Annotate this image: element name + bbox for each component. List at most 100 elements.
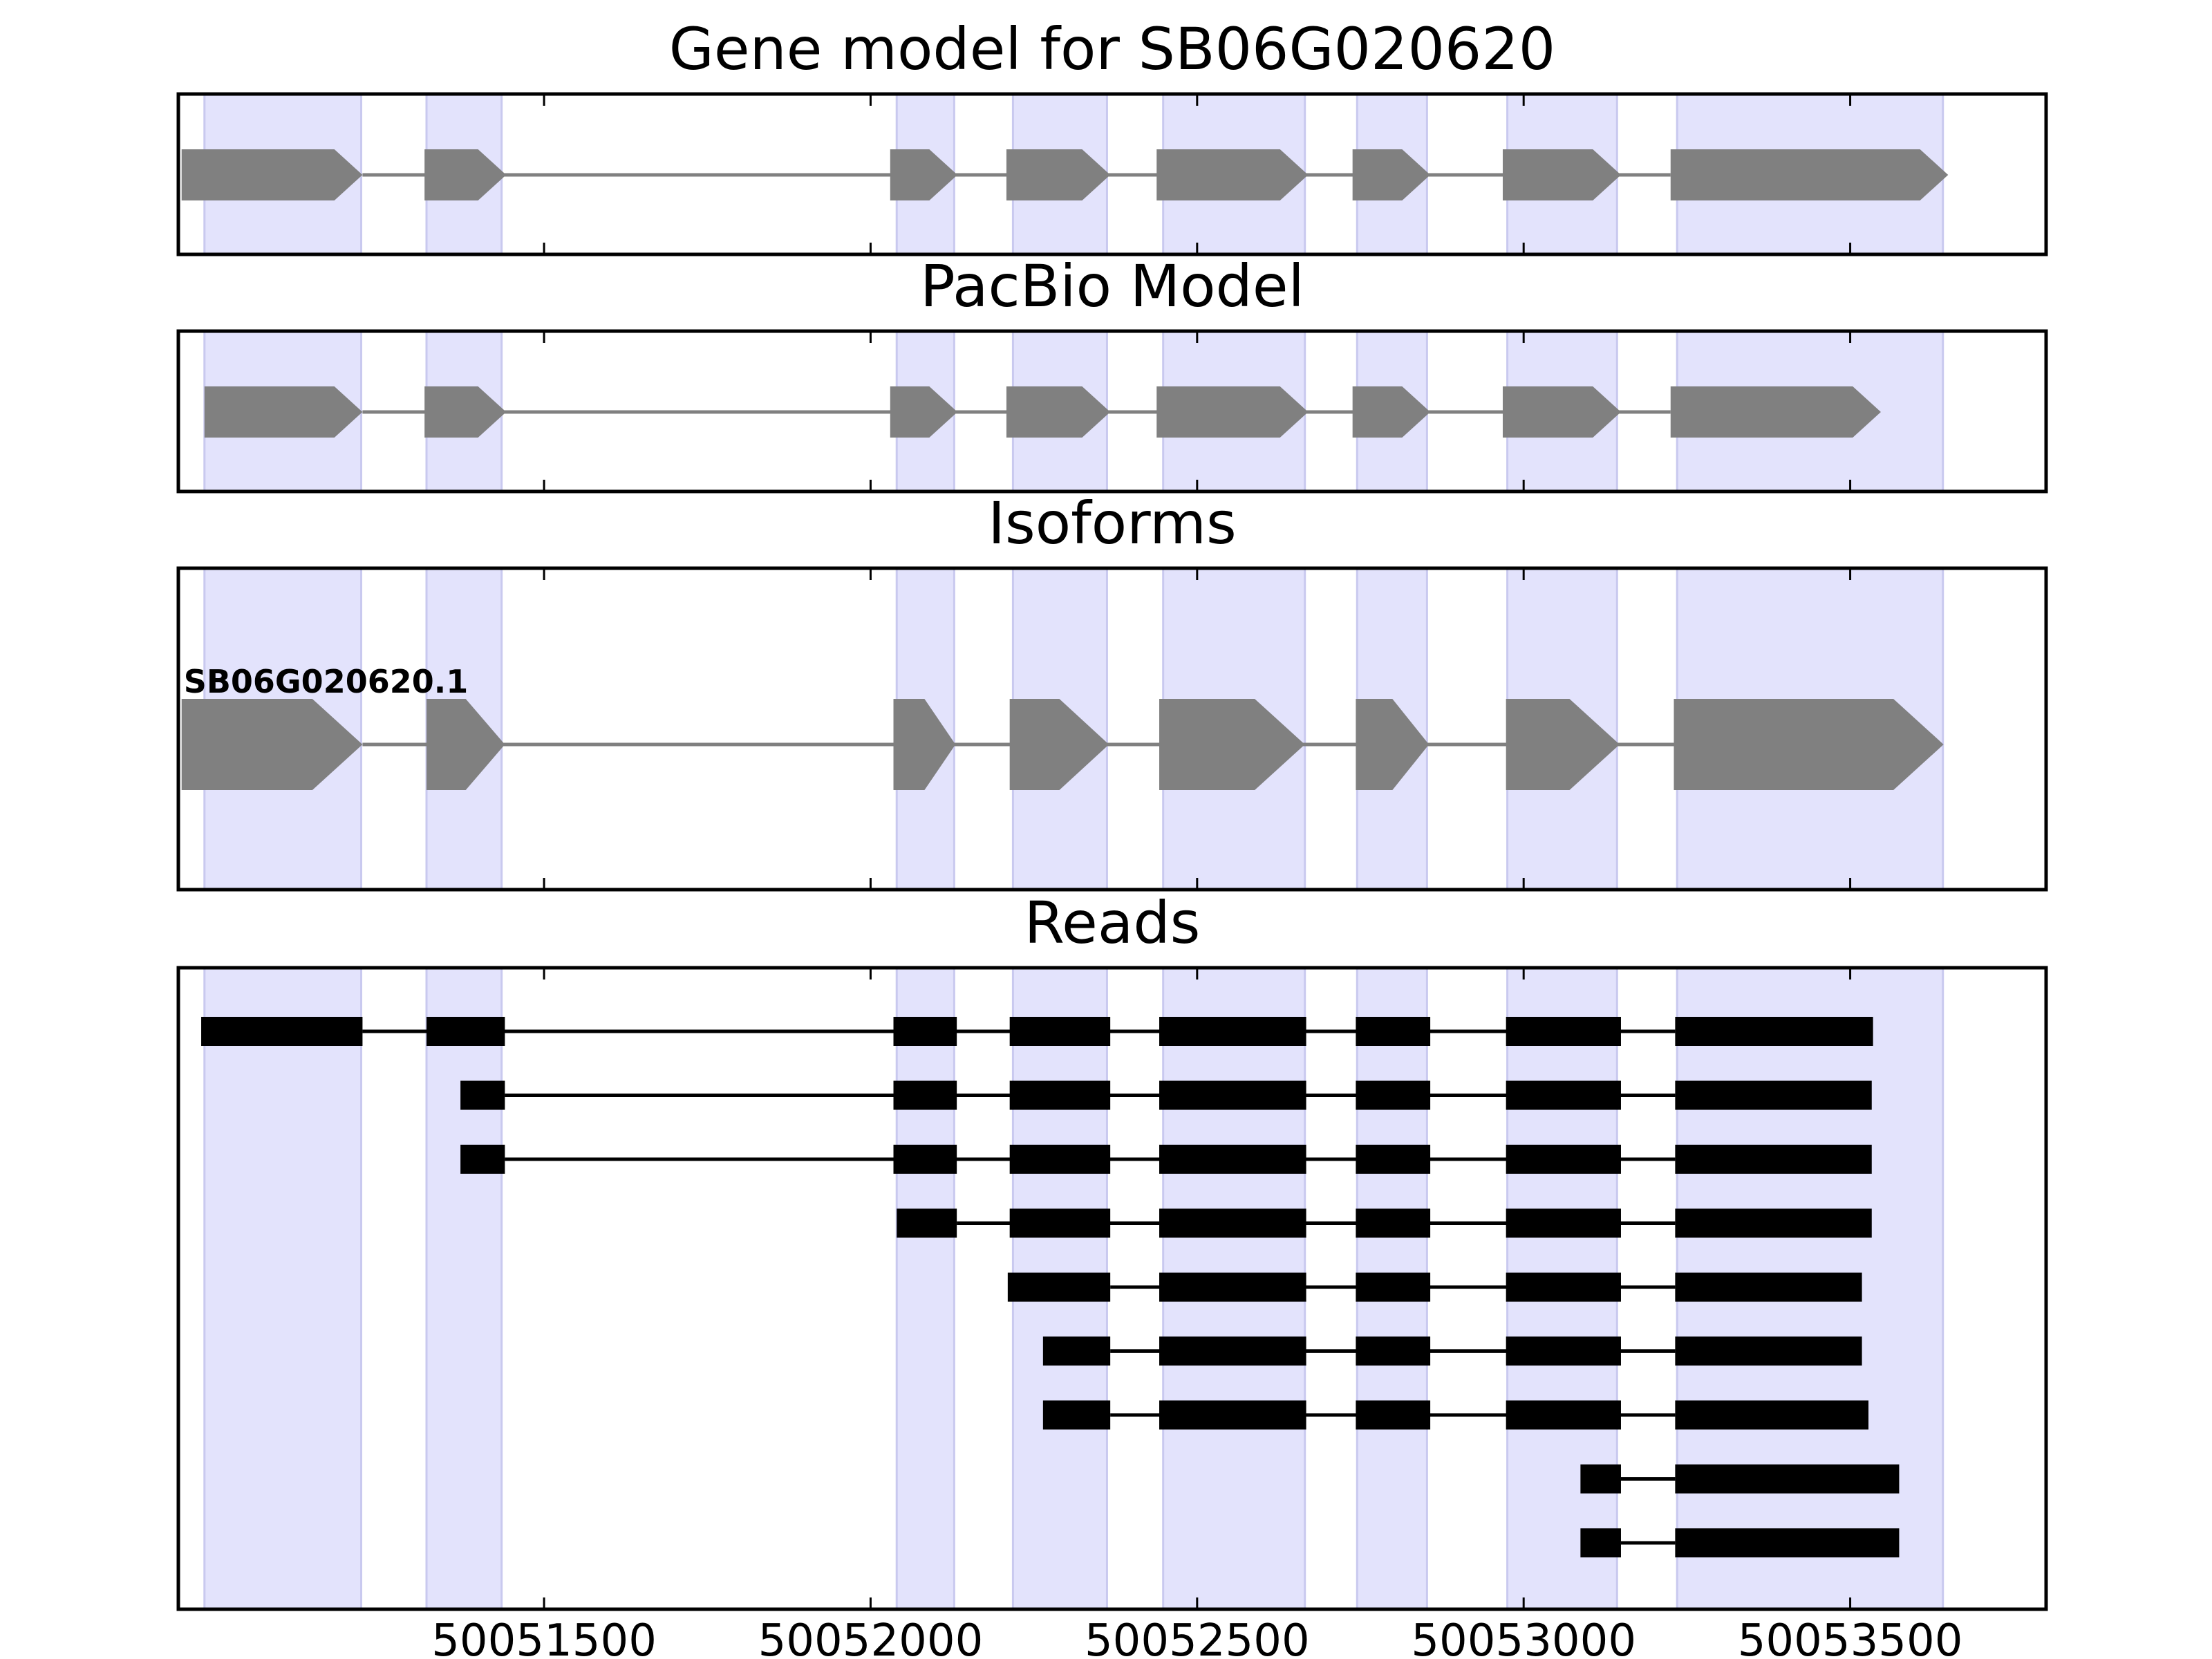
read-block [1356,1208,1431,1238]
exon-arrow [1670,386,1881,438]
read-block [1506,1273,1621,1302]
exon-arrow [424,386,507,438]
read-block [1159,1145,1306,1174]
read-8 [1580,1464,1900,1494]
read-block [1159,1208,1306,1238]
read-block [1007,1273,1111,1302]
read-4 [897,1208,1872,1238]
read-block [1356,1017,1431,1046]
panel-3: Isoforms SB06G020620.1 [176,489,2048,892]
panel-1: Gene model for SB06G020620 [176,15,2048,256]
exon-arrow [890,149,958,200]
read-1 [201,1017,1873,1046]
x-tick-label: 50051500 [431,1615,657,1659]
read-block [1675,1080,1872,1110]
read-block [1159,1080,1306,1110]
panel-title: Gene model for SB06G020620 [669,15,1555,83]
read-block [893,1145,957,1174]
exon-arrow [1006,149,1111,200]
read-block [1009,1017,1111,1046]
exon-arrow [424,149,507,200]
read-block [1159,1017,1306,1046]
read-block [1356,1145,1431,1174]
exon-arrow [204,386,363,438]
read-block [1675,1400,1869,1430]
read-block [460,1080,505,1110]
exon-arrow [1506,699,1620,790]
exon-arrow [1352,149,1431,200]
panels-layer: Gene model for SB06G020620 PacBio Model Is… [176,15,2048,1659]
read-block [1042,1336,1111,1366]
read-block [1675,1208,1872,1238]
exon-arrow [1502,386,1621,438]
read-block [1356,1336,1431,1366]
exon-arrow [1670,149,1949,200]
read-block [1675,1528,1900,1557]
read-block [1580,1528,1621,1557]
exon-highlight-region [895,966,955,1611]
read-block [1506,1145,1621,1174]
read-block [1009,1208,1111,1238]
read-2 [460,1080,1872,1110]
panel-frame [176,966,2048,1611]
panel-frame [176,329,2048,494]
read-block [1159,1273,1306,1302]
read-7 [1042,1400,1869,1430]
read-block [1159,1336,1306,1366]
x-tick-label: 50052500 [1085,1615,1310,1659]
isoform-label: SB06G020620.1 [184,663,468,700]
panel-title: Reads [1024,889,1201,957]
panel-4: Reads [176,889,2048,1611]
read-block [1356,1080,1431,1110]
read-block [1675,1273,1862,1302]
read-block [1675,1336,1862,1366]
read-9 [1580,1528,1900,1557]
exon-arrow [427,699,505,790]
read-block [1042,1400,1111,1430]
x-tick-label: 50053500 [1738,1615,1963,1659]
exon-arrow [1674,699,1944,790]
exon-arrow [1356,699,1430,790]
exon-arrow [893,699,956,790]
exon-arrow [181,149,363,200]
read-block [1506,1336,1621,1366]
read-block [1506,1017,1621,1046]
read-block [1675,1464,1900,1494]
panel-title: PacBio Model [920,252,1304,320]
exon-arrow [1006,386,1111,438]
read-block [1009,1080,1111,1110]
panel-title: Isoforms [988,489,1237,557]
exon-highlight-region [425,966,503,1611]
read-block [1506,1080,1621,1110]
read-block [1580,1464,1621,1494]
exon-arrow [890,386,958,438]
exon-highlight-region [203,966,363,1611]
panel-frame [176,566,2048,892]
read-block [1506,1400,1621,1430]
read-block [893,1017,957,1046]
read-block [1356,1273,1431,1302]
exon-arrow [1502,149,1621,200]
read-5 [1007,1273,1862,1302]
x-tick-label: 50053000 [1411,1615,1636,1659]
read-block [1159,1400,1306,1430]
panel-frame [176,92,2048,256]
read-block [1506,1208,1621,1238]
read-block [201,1017,363,1046]
read-6 [1042,1336,1862,1366]
exon-arrow [1156,149,1309,200]
x-tick-label: 50052000 [758,1615,984,1659]
read-block [1009,1145,1111,1174]
read-block [893,1080,957,1110]
exon-arrow [1156,386,1309,438]
panel-2: PacBio Model [176,252,2048,494]
exon-arrow [1009,699,1109,790]
read-3 [460,1145,1872,1174]
exon-arrow [181,699,363,790]
exon-arrow [1352,386,1431,438]
read-block [1675,1145,1872,1174]
exon-arrow [1159,699,1305,790]
read-block [1356,1400,1431,1430]
read-block [897,1208,957,1238]
